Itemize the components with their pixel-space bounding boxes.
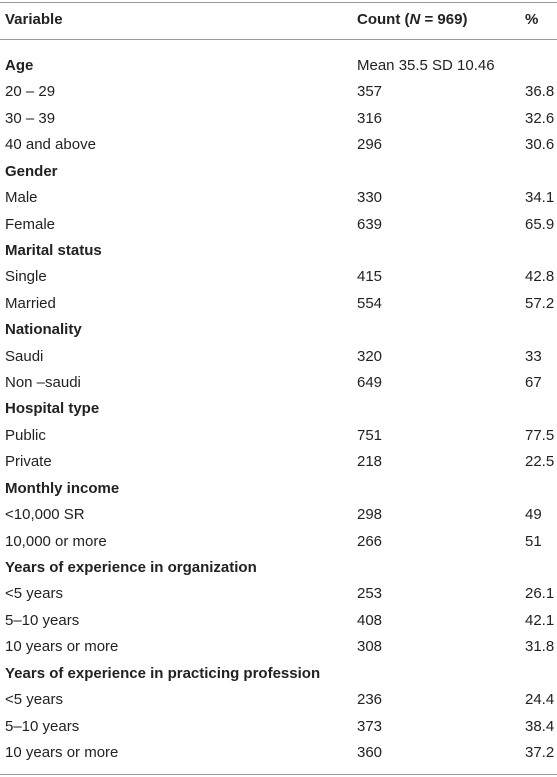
section-title: Gender xyxy=(5,162,58,180)
row-label: 10 years or more xyxy=(5,638,119,656)
bottom-rule xyxy=(0,774,557,775)
row-count: 320 xyxy=(357,347,383,365)
section-title: Years of experience in organization xyxy=(5,558,257,576)
row-percent: 30.6 xyxy=(525,136,555,154)
top-rule xyxy=(0,2,557,3)
row-count: 408 xyxy=(357,611,383,629)
row-percent: 37.2 xyxy=(525,743,555,761)
row-count: 649 xyxy=(357,374,383,392)
row-label: Saudi xyxy=(5,347,44,365)
row-label: Female xyxy=(5,215,56,233)
row-label: 5–10 years xyxy=(5,717,80,735)
row-percent: 57.2 xyxy=(525,294,555,312)
section-title: Age xyxy=(5,57,34,74)
section-title: Years of experience in practicing profes… xyxy=(5,664,321,682)
row-label: Public xyxy=(5,426,46,444)
row-count: 316 xyxy=(357,109,383,127)
row-percent: 32.6 xyxy=(525,109,555,127)
row-percent: 51 xyxy=(525,532,542,550)
row-label: 10 years or more xyxy=(5,743,119,761)
row-count: 357 xyxy=(357,83,383,101)
row-percent: 34.1 xyxy=(525,189,555,207)
section-title: Marital status xyxy=(5,241,102,259)
section-title: Hospital type xyxy=(5,400,100,418)
row-label: 10,000 or more xyxy=(5,532,107,550)
row-label: 5–10 years xyxy=(5,611,80,629)
row-count: 296 xyxy=(357,136,383,154)
row-label: 30 – 39 xyxy=(5,109,56,127)
header-rule xyxy=(0,39,557,40)
row-label: <5 years xyxy=(5,691,63,709)
row-label: Non –saudi xyxy=(5,374,81,392)
header-count-suffix: = 969) xyxy=(420,11,468,28)
row-percent: 26.1 xyxy=(525,585,555,603)
row-count: 554 xyxy=(357,294,383,312)
row-percent: 42.8 xyxy=(525,268,555,286)
row-percent: 36.8 xyxy=(525,83,555,101)
row-count: 308 xyxy=(357,638,383,656)
section-title: Nationality xyxy=(5,321,82,339)
section-summary: Mean 35.5 SD 10.46 xyxy=(357,57,495,74)
row-label: <5 years xyxy=(5,585,63,603)
row-label: <10,000 SR xyxy=(5,506,85,524)
row-percent: 42.1 xyxy=(525,611,555,629)
section-title: Monthly income xyxy=(5,479,120,497)
row-percent: 38.4 xyxy=(525,717,555,735)
row-count: 360 xyxy=(357,743,383,761)
row-label: Single xyxy=(5,268,47,286)
row-count: 639 xyxy=(357,215,383,233)
row-count: 298 xyxy=(357,506,383,524)
row-count: 415 xyxy=(357,268,383,286)
header-variable: Variable xyxy=(5,11,63,28)
row-percent: 77.5 xyxy=(525,426,555,444)
row-count: 266 xyxy=(357,532,383,550)
header-percent: % xyxy=(525,11,539,28)
row-count: 330 xyxy=(357,189,383,207)
row-count: 751 xyxy=(357,426,383,444)
row-percent: 33 xyxy=(525,347,542,365)
row-count: 373 xyxy=(357,717,383,735)
row-label: Male xyxy=(5,189,38,207)
row-count: 253 xyxy=(357,585,383,603)
row-count: 218 xyxy=(357,453,383,471)
row-percent: 24.4 xyxy=(525,691,555,709)
row-percent: 31.8 xyxy=(525,638,555,656)
header-count: Count (N = 969) xyxy=(357,11,467,29)
row-percent: 22.5 xyxy=(525,453,555,471)
row-label: Married xyxy=(5,294,56,312)
header-count-prefix: Count ( xyxy=(357,11,410,28)
row-percent: 49 xyxy=(525,506,542,524)
header-count-n: N xyxy=(409,11,421,28)
row-percent: 67 xyxy=(525,374,542,392)
row-label: Private xyxy=(5,453,52,471)
row-count: 236 xyxy=(357,691,383,709)
row-percent: 65.9 xyxy=(525,215,555,233)
row-label: 40 and above xyxy=(5,136,96,154)
row-label: 20 – 29 xyxy=(5,83,56,101)
